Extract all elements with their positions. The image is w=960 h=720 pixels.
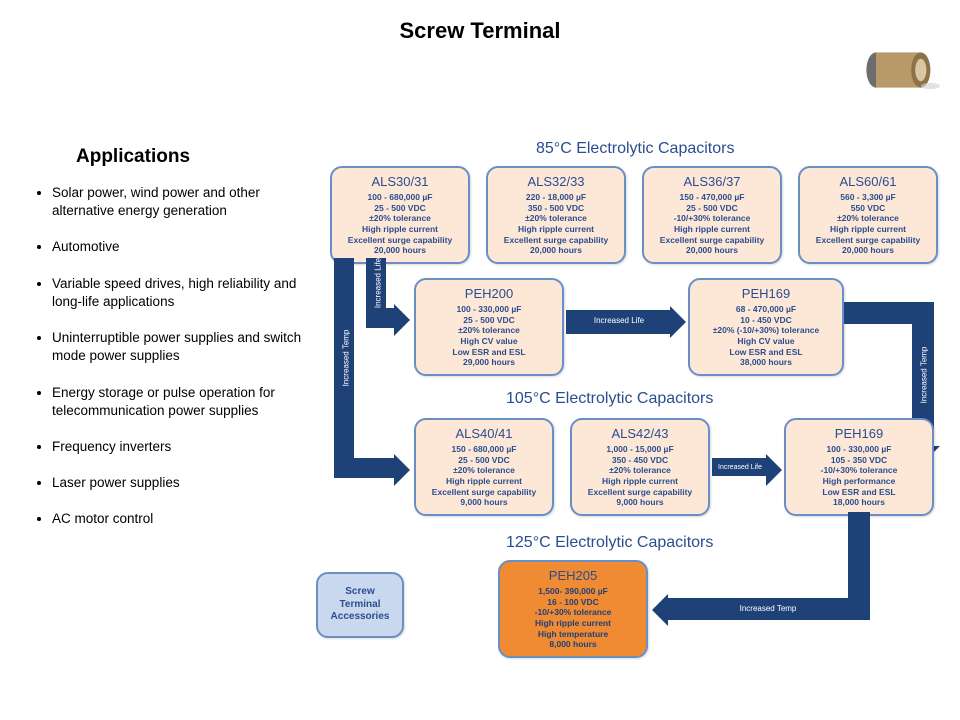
card-model: ALS32/33 [492,174,620,189]
card-model: PEH169 [790,426,928,441]
arrow-label: Increased Life [374,258,383,308]
accessories-label: Screw Terminal Accessories [324,586,396,624]
card-accessories: Screw Terminal Accessories [316,572,404,638]
diagram-area: 85°C Electrolytic Capacitors ALS30/31 10… [326,140,956,700]
card-model: PEH205 [504,568,642,583]
card-model: PEH200 [420,286,558,301]
list-item: Automotive [52,238,312,256]
list-item: Laser power supplies [52,474,312,492]
arrow-label: Increased Temp [342,330,351,387]
card-peh169b: PEH169 100 - 330,000 µF105 - 350 VDC-10/… [784,418,934,516]
arrow-increased-temp-vert-left: Increased Temp [334,258,354,458]
list-item: Uninterruptible power supplies and switc… [52,329,312,365]
card-model: PEH169 [694,286,838,301]
arrow-elbow-h [366,308,396,328]
arrow-increased-life-h: Increased Life [566,310,672,334]
list-item: AC motor control [52,510,312,528]
card-peh169a: PEH169 68 - 470,000 µF10 - 450 VDC±20% (… [688,278,844,376]
applications-heading: Applications [76,146,190,168]
arrow-label: Increased Temp [920,347,929,404]
card-als42: ALS42/43 1,000 - 15,000 µF350 - 450 VDC±… [570,418,710,516]
card-als60: ALS60/61 560 - 3,300 µF550 VDC±20% toler… [798,166,938,264]
card-als36: ALS36/37 150 - 470,000 µF25 - 500 VDC-10… [642,166,782,264]
arrow-elbow [844,302,934,324]
card-peh200: PEH200 100 - 330,000 µF25 - 500 VDC±20% … [414,278,564,376]
card-specs: 150 - 680,000 µF25 - 500 VDC±20% toleran… [420,444,548,508]
card-als40: ALS40/41 150 - 680,000 µF25 - 500 VDC±20… [414,418,554,516]
capacitor-image [858,46,942,94]
card-model: ALS30/31 [336,174,464,189]
list-item: Solar power, wind power and other altern… [52,184,312,220]
card-specs: 68 - 470,000 µF10 - 450 VDC±20% (-10/+30… [694,304,838,368]
arrow-elbow-h2 [334,458,396,478]
section-title-105: 105°C Electrolytic Capacitors [506,390,713,408]
card-peh205: PEH205 1,500- 390,000 µF16 - 100 VDC-10/… [498,560,648,658]
arrow-increased-temp-h: Increased Temp [666,598,870,620]
applications-list: Solar power, wind power and other altern… [32,184,312,547]
page-title: Screw Terminal [0,18,960,44]
section-title-85: 85°C Electrolytic Capacitors [536,140,734,158]
card-specs: 100 - 680,000 µF25 - 500 VDC±20% toleran… [336,192,464,256]
card-als32: ALS32/33 220 - 18,000 µF350 - 500 VDC±20… [486,166,626,264]
card-model: ALS42/43 [576,426,704,441]
list-item: Frequency inverters [52,438,312,456]
arrow-label: Increased Temp [740,604,797,613]
card-model: ALS36/37 [648,174,776,189]
card-specs: 560 - 3,300 µF550 VDC±20% toleranceHigh … [804,192,932,256]
arrow-increased-temp-vert-right2 [848,512,870,598]
card-model: ALS60/61 [804,174,932,189]
card-model: ALS40/41 [420,426,548,441]
card-specs: 220 - 18,000 µF350 - 500 VDC±20% toleran… [492,192,620,256]
card-specs: 100 - 330,000 µF25 - 500 VDC±20% toleran… [420,304,558,368]
section-title-125: 125°C Electrolytic Capacitors [506,534,713,552]
arrow-increased-life-vert: Increased Life [366,258,386,308]
arrow-label: Increased Life [718,464,762,471]
list-item: Variable speed drives, high reliability … [52,275,312,311]
arrow-increased-life-h2: Increased Life [712,458,768,476]
card-specs: 1,500- 390,000 µF16 - 100 VDC-10/+30% to… [504,586,642,650]
card-specs: 100 - 330,000 µF105 - 350 VDC-10/+30% to… [790,444,928,508]
card-als30: ALS30/31 100 - 680,000 µF25 - 500 VDC±20… [330,166,470,264]
card-specs: 150 - 470,000 µF25 - 500 VDC-10/+30% tol… [648,192,776,256]
list-item: Energy storage or pulse operation for te… [52,384,312,420]
arrow-label: Increased Life [594,316,644,325]
card-specs: 1,000 - 15,000 µF350 - 450 VDC±20% toler… [576,444,704,508]
